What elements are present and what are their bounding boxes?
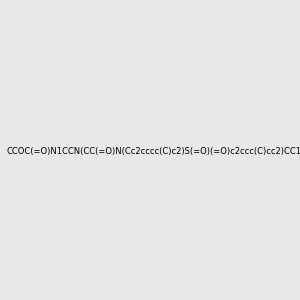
Text: CCOC(=O)N1CCN(CC(=O)N(Cc2cccc(C)c2)S(=O)(=O)c2ccc(C)cc2)CC1: CCOC(=O)N1CCN(CC(=O)N(Cc2cccc(C)c2)S(=O)… [6,147,300,156]
